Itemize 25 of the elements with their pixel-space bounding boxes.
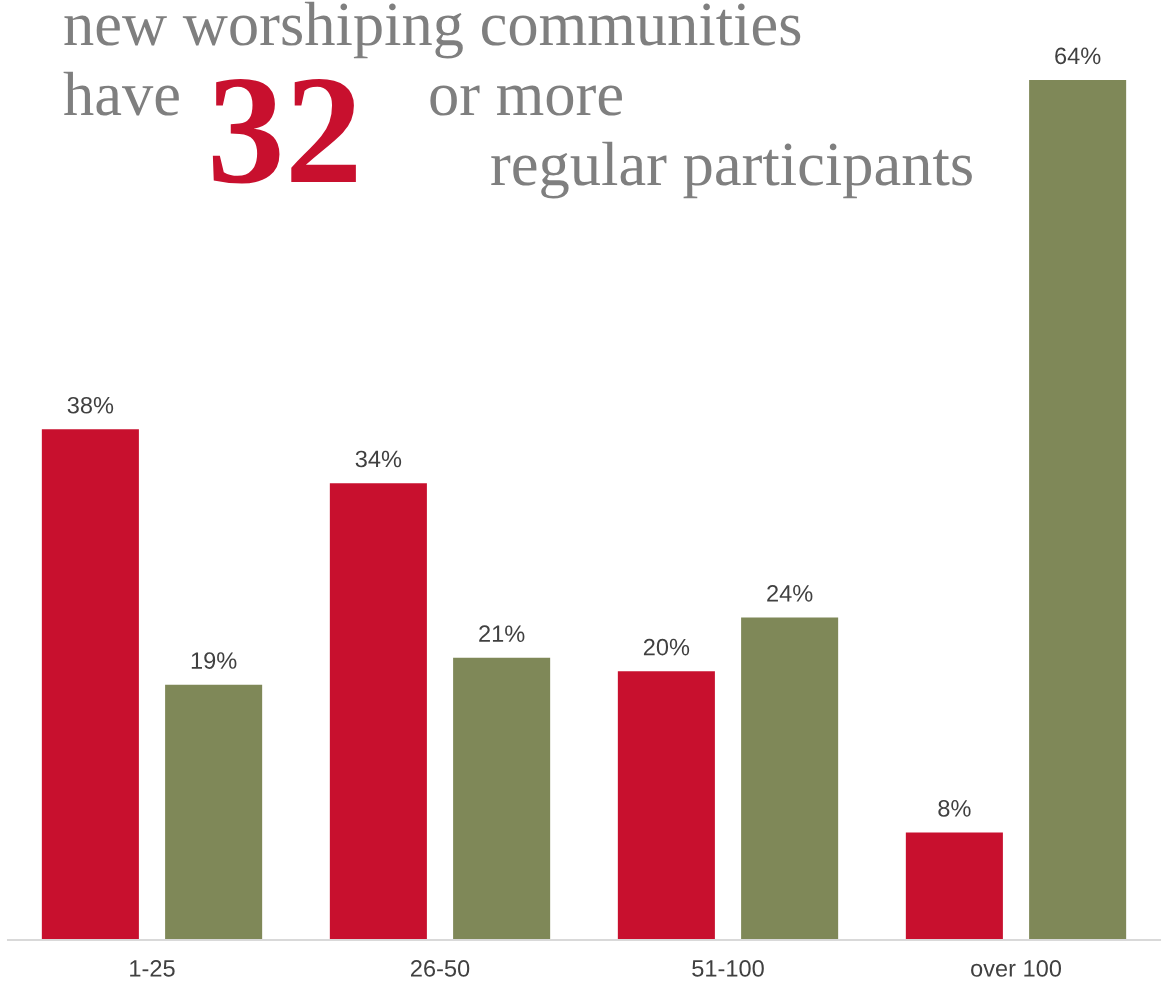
annotation: have: [63, 71, 179, 116]
data-label: 64%: [1055, 47, 1101, 65]
annotation: 32: [212, 78, 356, 184]
data-label: 34%: [355, 450, 402, 468]
bar: [165, 684, 263, 940]
data-label: 20%: [643, 638, 690, 656]
bar: [329, 483, 427, 940]
bar: [1029, 80, 1127, 940]
x-tick-label: 51-100: [692, 960, 764, 977]
bar: [741, 617, 839, 940]
data-label: 8%: [938, 800, 971, 817]
data-label: 21%: [479, 625, 525, 642]
x-tick-label: over 100: [971, 960, 1062, 977]
x-tick-label: 26-50: [411, 960, 470, 977]
annotation: or more: [430, 85, 622, 116]
bar: [41, 429, 139, 940]
annotation: regular participants: [491, 141, 972, 199]
bar: [617, 671, 715, 940]
data-label: 19%: [191, 652, 237, 669]
data-label: 24%: [767, 585, 813, 602]
bar: [905, 832, 1003, 940]
x-tick-label: 1-25: [130, 960, 175, 977]
text: new worshiping communities: [64, 1, 801, 59]
data-label: 38%: [67, 396, 114, 414]
bar: [453, 657, 551, 940]
